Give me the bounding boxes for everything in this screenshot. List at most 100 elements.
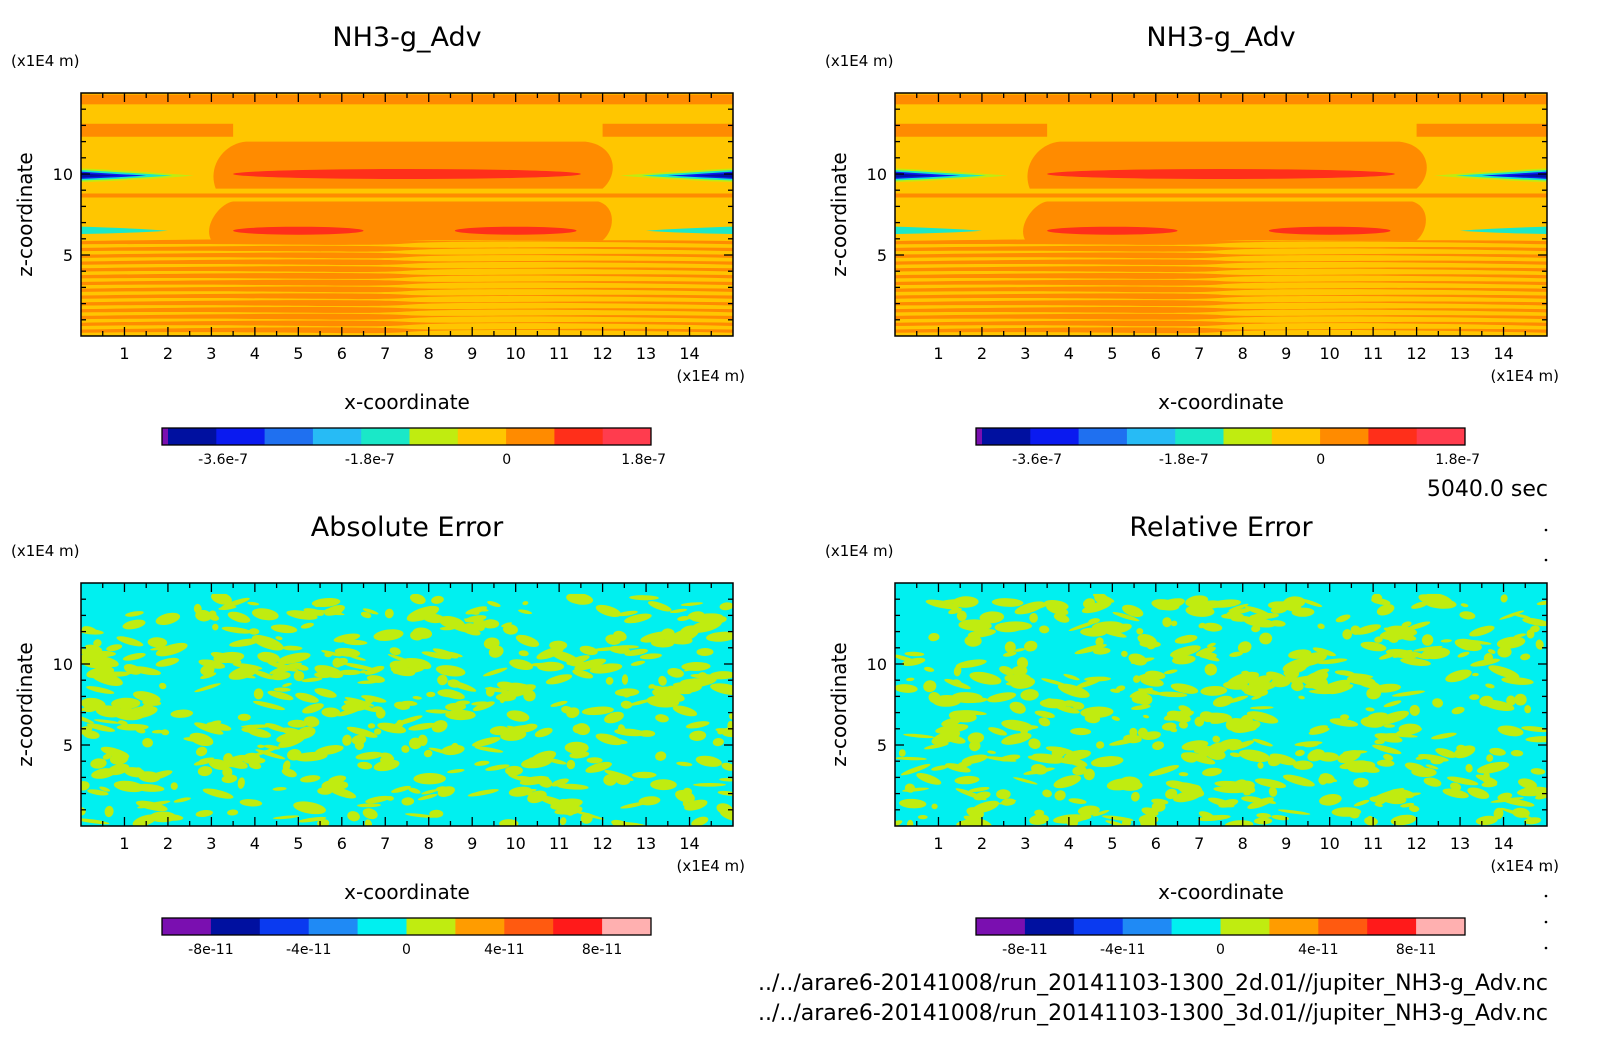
field-blob — [903, 733, 935, 739]
field-blob — [267, 690, 294, 701]
field-blob — [1237, 641, 1252, 654]
field-blob — [1353, 777, 1369, 788]
colorbar-segment — [162, 428, 168, 445]
field-blob — [226, 754, 247, 764]
colorbar-tick-label: -8e-11 — [1002, 942, 1047, 958]
field-blob — [1503, 798, 1535, 807]
field-blob — [1204, 663, 1217, 676]
field-blob — [969, 740, 981, 752]
field-band — [895, 300, 1547, 307]
field-blob — [1156, 598, 1185, 610]
field-blob — [1453, 745, 1476, 759]
field-blob — [273, 687, 291, 692]
field-blob — [251, 635, 284, 651]
field-blob — [1197, 652, 1220, 662]
field-blob — [1131, 704, 1151, 710]
field-blob — [677, 616, 690, 621]
field-blob — [1524, 817, 1542, 825]
field-blob — [1472, 672, 1479, 677]
field-blob — [1034, 710, 1055, 719]
field-blob — [638, 730, 656, 737]
field-blob — [1068, 798, 1087, 804]
colorbar-tick-label: -1.8e-7 — [345, 452, 395, 468]
field-blob — [991, 598, 1024, 607]
field-blob — [534, 727, 553, 738]
field-blob — [987, 750, 996, 754]
y-tick-label: 10 — [53, 655, 73, 674]
field-blob — [86, 686, 115, 694]
field-blob — [1319, 794, 1342, 806]
field-blob — [1063, 673, 1080, 681]
field-blob — [1209, 599, 1242, 608]
field-blob — [314, 688, 337, 698]
field-band — [895, 279, 1547, 286]
field-blob — [275, 636, 283, 641]
field-jet — [1460, 226, 1547, 234]
chart-panels: NH3-g_Adv (x1E4 m) (x1E4 m) x-coordinate z-c… — [11, 22, 1559, 958]
field-blob — [104, 805, 114, 818]
field-blob — [655, 714, 669, 723]
field-blob — [1535, 639, 1544, 650]
field-blob — [389, 647, 401, 656]
y-axis-unit: (x1E4 m) — [825, 52, 894, 70]
field-blob — [1469, 625, 1495, 637]
colorbar-segment — [409, 428, 459, 445]
field-blob — [401, 745, 410, 753]
field-blob — [1350, 625, 1361, 635]
field-blob — [482, 619, 500, 629]
field-blob — [412, 696, 422, 700]
x-tick-label: 14 — [1493, 834, 1513, 853]
field-blob — [342, 734, 352, 746]
field-blob — [1039, 698, 1068, 709]
field-blob — [1331, 807, 1362, 817]
field-blob — [122, 619, 146, 630]
field-blob — [961, 754, 988, 764]
field-blob — [328, 786, 357, 799]
colorbar-segment — [162, 918, 212, 935]
field-blob — [906, 677, 915, 682]
field-blob — [1137, 672, 1159, 680]
field-blob — [900, 763, 931, 776]
x-axis-label: x-coordinate — [1158, 390, 1284, 414]
field-blob — [1163, 669, 1178, 675]
field-blob — [1092, 593, 1115, 603]
field-blob — [1131, 791, 1140, 802]
field-blob — [170, 709, 194, 718]
field-blob — [1077, 805, 1100, 816]
field-band — [895, 327, 1547, 334]
field-blob — [1254, 817, 1273, 825]
field-blob — [255, 749, 286, 760]
field-blob — [84, 644, 103, 653]
field-blob — [1467, 787, 1490, 799]
field-blob — [84, 704, 101, 713]
field-lobe — [1023, 201, 1426, 241]
colorbar-segment — [976, 428, 982, 445]
field-blob — [1319, 773, 1335, 784]
y-tick-label: 10 — [867, 655, 887, 674]
field-blob — [546, 758, 567, 765]
x-tick-label: 12 — [1406, 344, 1426, 363]
field-blob — [1105, 820, 1125, 826]
field-blob — [1226, 671, 1260, 687]
field-blob — [338, 669, 362, 676]
field-blob — [1096, 741, 1105, 749]
field-blob — [1334, 670, 1355, 676]
field-blob — [988, 727, 1007, 736]
field-blob — [386, 795, 394, 801]
x-tick-label: 7 — [380, 344, 390, 363]
x-tick-label: 14 — [679, 344, 699, 363]
y-axis-label: z-coordinate — [13, 152, 37, 276]
field-lobe — [209, 201, 612, 241]
colorbar: -3.6e-7 -1.8e-7 0 1.8e-7 — [161, 427, 666, 468]
field-blob — [712, 737, 724, 747]
x-tick-label: 14 — [1493, 344, 1513, 363]
field-blob — [681, 661, 711, 672]
field-blob — [472, 736, 501, 747]
field-blob — [614, 774, 631, 785]
decorative-dot — [1544, 894, 1548, 898]
field-blob — [355, 751, 384, 760]
field-blob — [99, 786, 111, 792]
field-blob — [648, 601, 672, 612]
field-blob — [1004, 641, 1016, 653]
